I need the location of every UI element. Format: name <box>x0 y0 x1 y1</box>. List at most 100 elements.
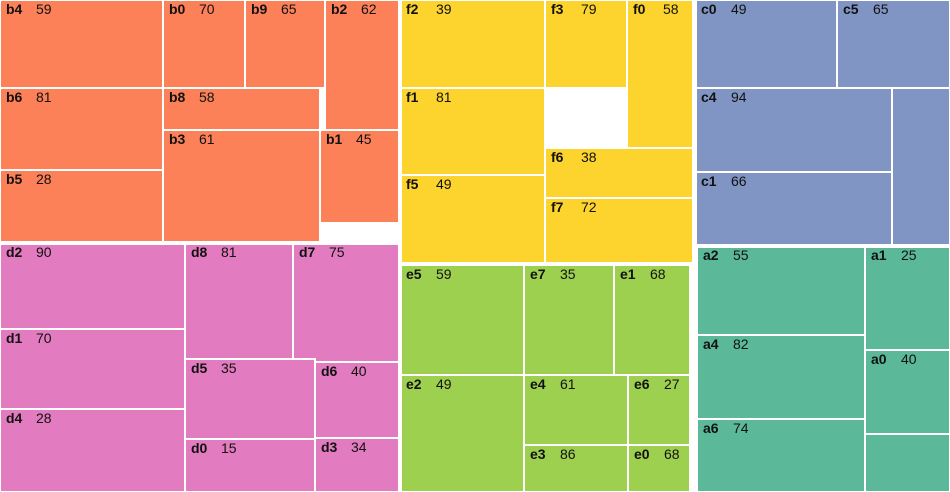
cell-value-label-d0: 15 <box>221 440 237 456</box>
cell-value-label-f0: 58 <box>663 1 679 17</box>
cell-value-label-e6: 27 <box>664 376 680 392</box>
treemap-cell-f0 <box>626 0 694 149</box>
cell-name-label-e5: e5 <box>406 266 422 282</box>
cell-value-label-f3: 79 <box>581 1 597 17</box>
cell-value-label-b3: 61 <box>199 131 215 147</box>
cell-name-label-b1: b1 <box>326 131 343 147</box>
cell-name-label-f2: f2 <box>406 1 419 17</box>
cell-name-label-e7: e7 <box>530 266 546 282</box>
cell-value-label-f6: 38 <box>581 149 597 165</box>
cell-name-label-f3: f3 <box>551 1 564 17</box>
treemap-cell-f5 <box>399 174 546 264</box>
treemap-group-e: e5 59 e7 35 e1 68 e4 61 e6 27 e2 49 e3 86 e0 68 <box>399 264 691 492</box>
treemap-cell-d1 <box>0 328 186 410</box>
cell-value-label-c4: 94 <box>731 89 747 105</box>
treemap-cell-c4 <box>694 87 893 173</box>
treemap-cell-a2 <box>696 245 866 336</box>
treemap-cell-b3 <box>162 129 321 244</box>
cell-value-label-b9: 65 <box>281 1 297 17</box>
cell-value-label-d6: 40 <box>351 363 367 379</box>
treemap-cell-e6 <box>627 374 691 446</box>
treemap-cell-a6 <box>696 418 866 492</box>
cell-value-label-a2: 55 <box>733 247 749 263</box>
cell-name-label-b6: b6 <box>6 89 23 105</box>
cell-name-label-c5: c5 <box>843 1 859 17</box>
cell-name-label-f0: f0 <box>633 1 646 17</box>
cell-name-label-e2: e2 <box>406 376 422 392</box>
cell-name-label-b4: b4 <box>6 1 23 17</box>
cell-name-label-d8: d8 <box>191 244 208 260</box>
treemap-cell-b2 <box>324 0 401 131</box>
treemap-group-a: a2 55 a1 25 a4 82 a0 40 a6 74 <box>696 245 950 492</box>
treemap-cell-b4 <box>0 0 164 89</box>
cell-name-label-a4: a4 <box>703 336 719 352</box>
treemap-filler-c-0 <box>891 87 950 247</box>
treemap-cell-b8 <box>162 87 321 131</box>
cell-value-label-b6: 81 <box>36 89 52 105</box>
cell-name-label-e6: e6 <box>634 376 650 392</box>
treemap-group-f: f2 39 f3 79 f0 58 f1 81 f6 38 f5 49 f7 72 <box>399 0 694 264</box>
cell-name-label-d2: d2 <box>6 244 23 260</box>
treemap-cell-d8 <box>184 242 294 360</box>
cell-value-label-d7: 75 <box>329 244 345 260</box>
cell-value-label-f5: 49 <box>436 176 452 192</box>
cell-value-label-d5: 35 <box>221 360 237 376</box>
treemap-group-c: c0 49 c5 65 c4 94 c1 66 <box>694 0 950 247</box>
cell-name-label-e4: e4 <box>530 376 546 392</box>
cell-value-label-a0: 40 <box>901 351 917 367</box>
cell-value-label-e1: 68 <box>650 266 666 282</box>
cell-name-label-b3: b3 <box>169 131 186 147</box>
cell-value-label-d3: 34 <box>351 439 367 455</box>
treemap-cell-d7 <box>292 242 401 363</box>
cell-name-label-b9: b9 <box>251 1 268 17</box>
cell-value-label-d8: 81 <box>221 244 237 260</box>
cell-value-label-e4: 61 <box>560 376 576 392</box>
treemap-cell-e1 <box>613 264 691 376</box>
treemap-cell-b9 <box>244 0 326 89</box>
treemap-cell-e2 <box>399 374 525 492</box>
treemap-cell-a4 <box>696 334 866 420</box>
cell-name-label-b0: b0 <box>169 1 186 17</box>
cell-name-label-d5: d5 <box>191 360 208 376</box>
cell-value-label-b4: 59 <box>36 1 52 17</box>
treemap-cell-e7 <box>523 264 615 376</box>
cell-value-label-c1: 66 <box>731 173 747 189</box>
cell-name-label-f1: f1 <box>406 89 419 105</box>
cell-value-label-b1: 45 <box>356 131 372 147</box>
cell-name-label-b8: b8 <box>169 89 186 105</box>
cell-value-label-f1: 81 <box>436 89 452 105</box>
cell-value-label-a1: 25 <box>901 247 917 263</box>
treemap-group-d: d2 90 d8 81 d7 75 d1 70 d5 35 d6 40 d4 28 d3 34 d0 15 <box>0 242 401 492</box>
treemap-cell-b5 <box>0 169 164 244</box>
treemap-cell-b6 <box>0 87 164 171</box>
cell-name-label-f6: f6 <box>551 149 564 165</box>
treemap-cell-b0 <box>162 0 246 89</box>
cell-name-label-d4: d4 <box>6 410 23 426</box>
cell-value-label-a6: 74 <box>733 420 749 436</box>
treemap-cell-c1 <box>694 171 893 247</box>
cell-name-label-b2: b2 <box>331 1 348 17</box>
cell-value-label-e2: 49 <box>436 376 452 392</box>
treemap-cell-d5 <box>184 358 316 440</box>
cell-value-label-c5: 65 <box>873 1 889 17</box>
treemap-cell-a0 <box>864 349 950 435</box>
cell-name-label-a1: a1 <box>871 247 887 263</box>
cell-name-label-f7: f7 <box>551 199 564 215</box>
cell-name-label-c1: c1 <box>701 173 717 189</box>
cell-name-label-b5: b5 <box>6 171 23 187</box>
cell-name-label-f5: f5 <box>406 176 419 192</box>
treemap-cell-c5 <box>836 0 950 89</box>
cell-value-label-d1: 70 <box>36 330 52 346</box>
treemap-cell-e0 <box>627 444 691 492</box>
cell-value-label-a4: 82 <box>733 336 749 352</box>
treemap-cell-e3 <box>523 444 629 492</box>
cell-value-label-e0: 68 <box>664 446 680 462</box>
cell-name-label-e0: e0 <box>634 446 650 462</box>
treemap-cell-f2 <box>399 0 546 89</box>
treemap-group-b: b4 59 b0 70 b9 65 b2 62 b6 81 b8 58 b1 45 b5 28 b3 61 <box>0 0 401 244</box>
cell-value-label-b8: 58 <box>199 89 215 105</box>
treemap-filler-a-1 <box>864 433 950 492</box>
treemap-cell-d4 <box>0 408 186 492</box>
